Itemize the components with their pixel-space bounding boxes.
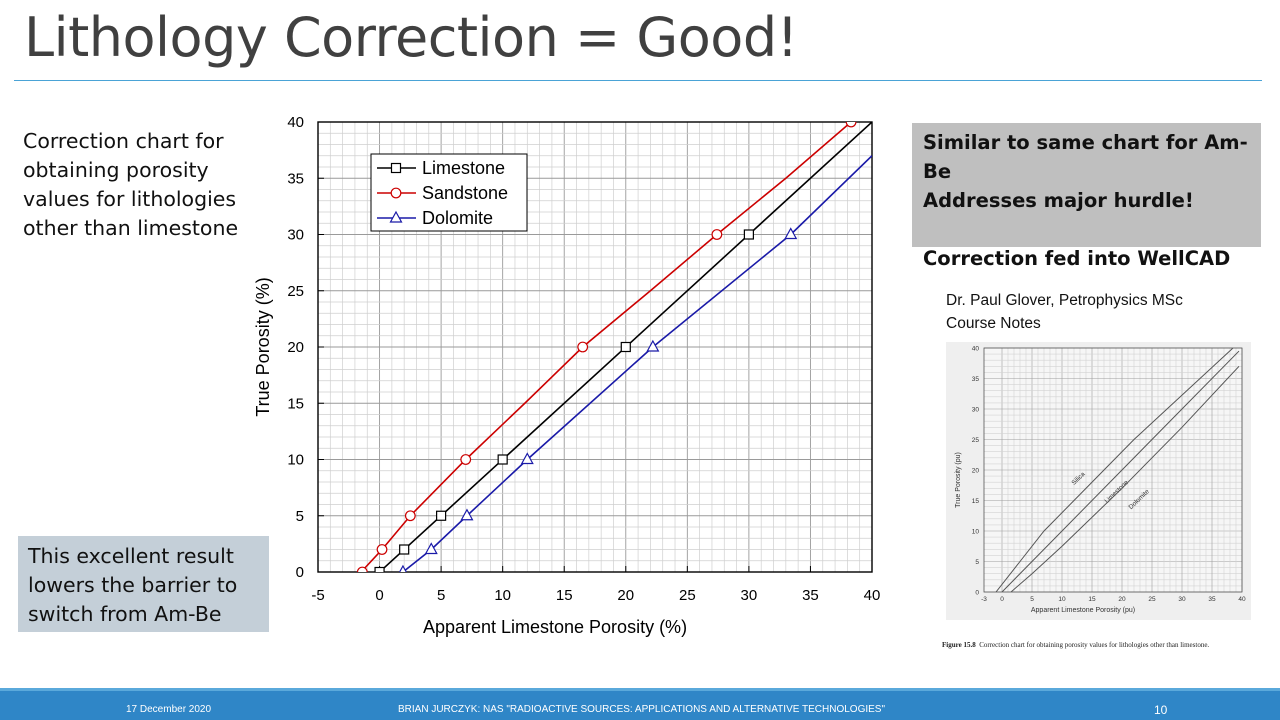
footer-bar bbox=[0, 688, 1280, 720]
thumb-y-tick-label: 35 bbox=[972, 376, 980, 383]
reference-figure: -3 0 5 10 15 20 25 30 35 40 0 5 10 15 20 25 30 35 40 Appare… bbox=[946, 342, 1251, 620]
thumb-x-tick-label: 10 bbox=[1058, 596, 1066, 603]
main-correction-chart: -5 0 5 10 15 20 25 30 35 40 0 5 10 15 20 25 30 35 40 Appare… bbox=[253, 114, 880, 637]
figure-caption-label: Figure 15.8 bbox=[942, 641, 976, 649]
legend-marker-limestone bbox=[390, 162, 402, 174]
x-tick-label: 25 bbox=[679, 587, 696, 604]
data-point-sandstone bbox=[404, 510, 416, 522]
x-tick-label: 35 bbox=[802, 587, 819, 604]
thumb-frame bbox=[983, 347, 1243, 593]
data-point-sandstone bbox=[376, 544, 388, 555]
thumb-x-axis-label: Apparent Limestone Porosity (pu) bbox=[1031, 607, 1135, 614]
legend-marker-sandstone bbox=[390, 187, 402, 199]
thumb-y-tick-label: 30 bbox=[972, 407, 980, 414]
data-point-dolomite bbox=[784, 227, 798, 240]
chart-description: Correction chart for obtaining porosity … bbox=[23, 129, 239, 240]
highlight-spacer bbox=[923, 215, 1250, 244]
thumb-x-tick-label: 5 bbox=[1030, 596, 1034, 603]
thumb-x-tick-label: 35 bbox=[1208, 596, 1216, 603]
thumb-x-tick-label: 40 bbox=[1238, 596, 1246, 603]
x-tick-label: 10 bbox=[494, 587, 511, 604]
y-axis-label: True Porosity (%) bbox=[253, 277, 273, 416]
y-tick-label: 5 bbox=[296, 508, 304, 525]
thumb-x-tick-label: 25 bbox=[1148, 596, 1156, 603]
thumb-curve-silica bbox=[995, 348, 1234, 592]
data-point-dolomite bbox=[460, 508, 474, 521]
thumb-x-tick-label: 30 bbox=[1178, 596, 1186, 603]
thumb-curve-limestone bbox=[1001, 350, 1240, 592]
data-point-sandstone bbox=[711, 229, 723, 240]
y-tick-label: 35 bbox=[287, 170, 304, 187]
figure-caption: Figure 15.8 Correction chart for obtaini… bbox=[942, 641, 1267, 649]
x-tick-label: 5 bbox=[437, 587, 445, 604]
figure-caption-text: Correction chart for obtaining porosity … bbox=[979, 641, 1210, 649]
x-tick-label: 0 bbox=[375, 587, 383, 604]
thumb-x-tick-label: -3 bbox=[981, 596, 987, 603]
footer-accent-line bbox=[0, 688, 1280, 691]
legend-marker-dolomite bbox=[389, 210, 403, 223]
x-tick-label: 20 bbox=[617, 587, 634, 604]
y-tick-label: 40 bbox=[287, 114, 304, 131]
thumb-y-tick-label: 10 bbox=[972, 529, 980, 536]
data-point-limestone bbox=[620, 341, 631, 353]
data-point-dolomite bbox=[646, 339, 660, 352]
x-axis-label: Apparent Limestone Porosity (%) bbox=[423, 617, 687, 637]
legend-label-limestone: Limestone bbox=[422, 158, 505, 178]
highlight-line-1: Similar to same chart for Am-Be bbox=[923, 131, 1248, 183]
y-tick-label: 15 bbox=[287, 395, 304, 412]
data-point-dolomite bbox=[398, 564, 407, 572]
series-limestone bbox=[374, 122, 872, 572]
y-tick-label: 20 bbox=[287, 339, 304, 356]
thumb-x-tick-label: 0 bbox=[1000, 596, 1004, 603]
series-sandstone bbox=[356, 122, 857, 572]
legend-label-dolomite: Dolomite bbox=[422, 208, 493, 228]
highlight-line-2: Addresses major hurdle! bbox=[923, 189, 1194, 212]
data-point-sandstone bbox=[460, 454, 472, 465]
page-number: 10 bbox=[1154, 703, 1168, 717]
data-point-sandstone bbox=[356, 566, 368, 572]
data-point-dolomite bbox=[520, 452, 534, 465]
highlight-line-3: Correction fed into WellCAD bbox=[923, 247, 1231, 270]
thumb-y-tick-label: 5 bbox=[975, 559, 979, 566]
data-point-limestone bbox=[743, 229, 754, 240]
data-point-dolomite bbox=[424, 542, 438, 555]
series-dolomite bbox=[398, 155, 872, 572]
highlight-box: Similar to same chart for Am-Be Addresse… bbox=[912, 123, 1261, 270]
legend-label-sandstone: Sandstone bbox=[422, 183, 508, 203]
thumb-x-tick-label: 15 bbox=[1088, 596, 1096, 603]
thumb-y-tick-label: 15 bbox=[972, 498, 980, 505]
y-tick-label: 25 bbox=[287, 283, 304, 300]
x-tick-label: -5 bbox=[311, 587, 324, 604]
y-tick-label: 30 bbox=[287, 227, 304, 244]
thumb-x-tick-label: 20 bbox=[1118, 596, 1126, 603]
y-tick-label: 0 bbox=[296, 564, 304, 581]
thumb-y-tick-label: 40 bbox=[972, 346, 980, 353]
thumb-y-tick-label: 0 bbox=[975, 590, 979, 597]
source-credit: Dr. Paul Glover, Petrophysics MSc Course… bbox=[946, 292, 1183, 332]
thumb-y-axis-label: True Porosity (pu) bbox=[955, 452, 962, 508]
series-line-sandstone bbox=[360, 122, 852, 572]
data-point-sandstone bbox=[845, 122, 857, 128]
footer-date: 17 December 2020 bbox=[126, 704, 212, 715]
y-tick-label: 10 bbox=[287, 452, 304, 469]
data-point-limestone bbox=[374, 566, 385, 572]
data-point-limestone bbox=[436, 510, 447, 521]
thumb-y-tick-label: 25 bbox=[972, 437, 980, 444]
x-tick-label: 40 bbox=[864, 587, 880, 604]
thumb-curve-dolomite bbox=[1010, 365, 1240, 592]
data-point-limestone bbox=[399, 544, 410, 555]
footer-presenter: BRIAN JURCZYK: NAS "RADIOACTIVE SOURCES:… bbox=[398, 704, 886, 715]
data-point-sandstone bbox=[577, 341, 589, 353]
reference-correction-chart: -3 0 5 10 15 20 25 30 35 400510152025303540Appare… bbox=[955, 346, 1246, 615]
data-point-limestone bbox=[497, 454, 508, 465]
title-divider bbox=[14, 80, 1262, 81]
note-box: This excellent result lowers the barrier… bbox=[18, 536, 269, 632]
slide-title: Lithology Correction = Good! bbox=[24, 6, 798, 69]
x-tick-label: 15 bbox=[556, 587, 573, 604]
thumb-y-tick-label: 20 bbox=[972, 468, 980, 475]
x-tick-label: 30 bbox=[741, 587, 758, 604]
